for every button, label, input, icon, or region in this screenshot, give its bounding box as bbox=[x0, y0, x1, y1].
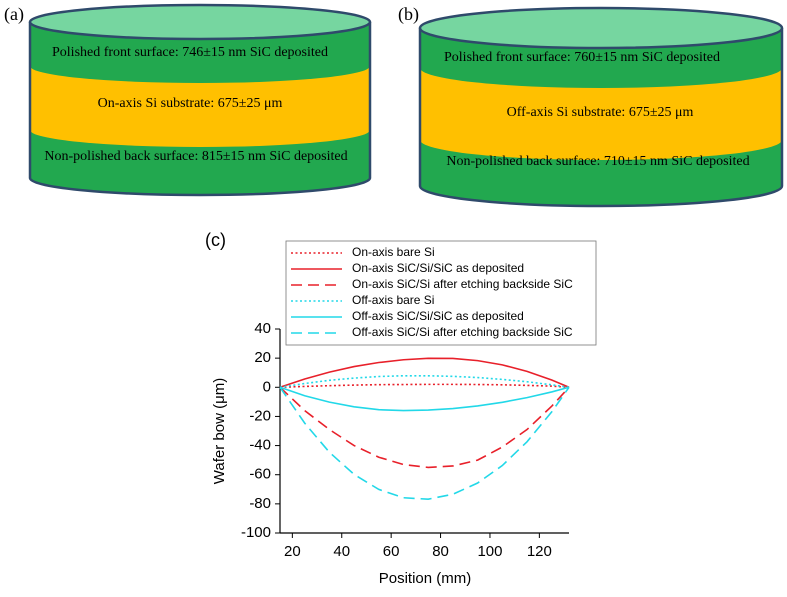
wafer-b bbox=[418, 6, 784, 208]
substrate-label: On-axis Si substrate: 675±25 μm bbox=[98, 96, 283, 111]
panel-label: (a) bbox=[4, 4, 24, 25]
back-label: Non-polished back surface: 710±15 nm SiC… bbox=[446, 154, 749, 169]
panel-label: (b) bbox=[398, 4, 419, 25]
x-tick-label: 100 bbox=[477, 543, 502, 560]
x-tick-label: 80 bbox=[432, 543, 449, 560]
series-line bbox=[279, 386, 570, 412]
y-tick-label: -40 bbox=[249, 437, 271, 454]
chart: (c) Position (mm) Wafer bow (μm) -100 -80… bbox=[205, 230, 597, 587]
top-face bbox=[418, 6, 784, 50]
panel-label: (c) bbox=[205, 230, 226, 250]
y-tick-label: -20 bbox=[249, 407, 271, 424]
x-tick-label: 20 bbox=[284, 543, 301, 560]
series-line bbox=[279, 383, 570, 389]
front-label: Polished front surface: 760±15 nm SiC de… bbox=[444, 50, 720, 65]
legend-label: On-axis SiC/Si/SiC as deposited bbox=[352, 261, 524, 275]
series-line bbox=[279, 386, 570, 500]
x-tick-label: 120 bbox=[527, 543, 552, 560]
back-label: Non-polished back surface: 815±15 nm SiC… bbox=[44, 149, 347, 164]
y-tick-label: -100 bbox=[241, 524, 271, 541]
outline bbox=[418, 185, 784, 208]
series-line bbox=[279, 357, 570, 389]
substrate-label: Off-axis Si substrate: 675±25 μm bbox=[507, 105, 694, 120]
series-line bbox=[279, 386, 570, 469]
legend: On-axis bare Si On-axis SiC/Si/SiC as dep… bbox=[285, 240, 597, 346]
y-tick-label: 20 bbox=[254, 349, 271, 366]
y-tick-label: 40 bbox=[254, 320, 271, 337]
y-tick-label: -80 bbox=[249, 495, 271, 512]
legend-label: Off-axis SiC/Si after etching backside S… bbox=[352, 325, 573, 339]
wafer-a bbox=[28, 3, 372, 197]
x-tick-label: 60 bbox=[383, 543, 400, 560]
outline bbox=[28, 177, 372, 197]
y-tick-label: 0 bbox=[263, 378, 271, 395]
front-label: Polished front surface: 746±15 nm SiC de… bbox=[52, 45, 328, 60]
legend-box bbox=[285, 240, 597, 346]
x-tick-label: 40 bbox=[333, 543, 350, 560]
y-axis-label: Wafer bow (μm) bbox=[211, 378, 228, 484]
top-face bbox=[28, 3, 372, 41]
legend-label: Off-axis SiC/Si/SiC as deposited bbox=[352, 309, 524, 323]
y-tick-label: -60 bbox=[249, 466, 271, 483]
series-line bbox=[279, 374, 570, 389]
legend-label: On-axis SiC/Si after etching backside Si… bbox=[352, 277, 573, 291]
legend-label: Off-axis bare Si bbox=[352, 293, 434, 307]
x-axis-label: Position (mm) bbox=[379, 570, 472, 587]
legend-label: On-axis bare Si bbox=[352, 245, 435, 259]
